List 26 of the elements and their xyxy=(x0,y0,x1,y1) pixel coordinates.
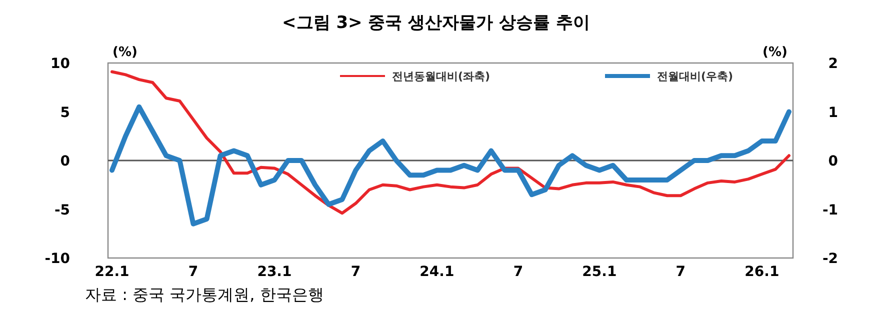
text: 자료 : 중국 국가통계원, 한국은행 xyxy=(85,285,324,304)
x-tick-label: 23.1 xyxy=(257,264,292,280)
y2-tick-label: 0 xyxy=(828,154,838,170)
x-tick-label: 24.1 xyxy=(420,264,454,280)
chart-title: <그림 3> 중국 생산자물가 상승률 추이 xyxy=(282,13,590,33)
legend-label: 전년동월대비(좌축) xyxy=(392,70,490,83)
y-tick-label: -10 xyxy=(44,251,70,267)
x-tick-label: 7 xyxy=(513,264,524,280)
y-tick-label: 5 xyxy=(60,104,70,121)
y2-tick-label: 2 xyxy=(828,56,838,72)
x-tick-label: 26.1 xyxy=(744,264,780,280)
x-tick-label: 7 xyxy=(188,264,198,280)
y2-tick-label: -2 xyxy=(822,251,838,267)
x-tick-label: 7 xyxy=(350,264,361,280)
legend-label: 전월대비(우축) xyxy=(657,70,734,83)
y-axis-title: (%) xyxy=(112,45,138,60)
y2-tick-label: 1 xyxy=(828,104,838,121)
y-tick-label: 0 xyxy=(60,154,70,170)
line-series xyxy=(110,70,790,215)
x-tick-label: 25.1 xyxy=(582,264,617,280)
y2-axis-title: (%) xyxy=(762,45,788,60)
y2-tick-label: -1 xyxy=(822,202,838,218)
y-tick-label: 10 xyxy=(50,56,70,72)
y-tick-label: -5 xyxy=(54,202,70,218)
x-tick-label: 22.1 xyxy=(94,264,130,280)
x-tick-label: 7 xyxy=(676,264,686,280)
